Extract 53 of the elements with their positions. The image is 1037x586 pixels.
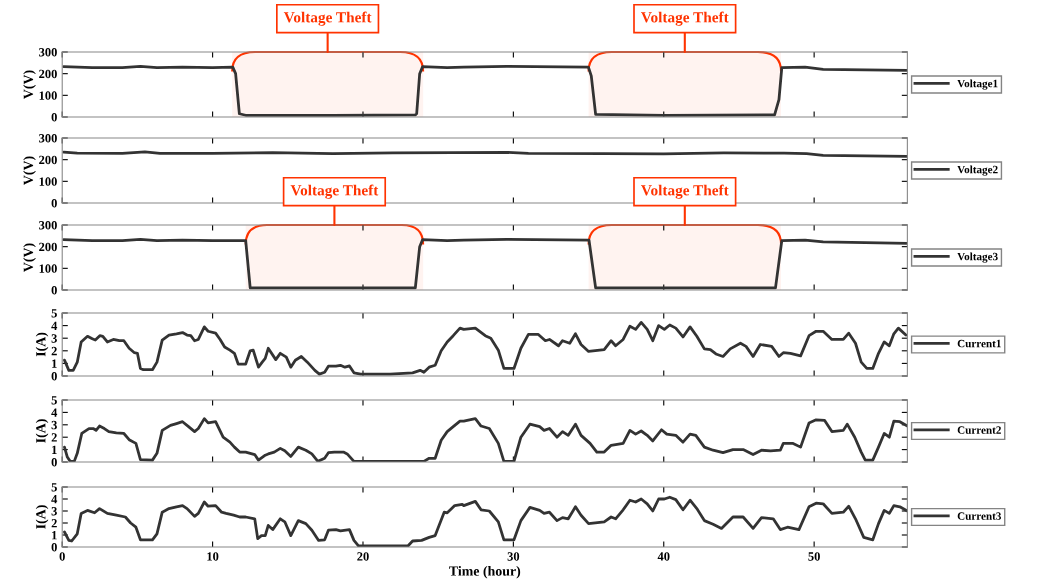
y-tick-label: 0	[51, 113, 57, 122]
band-label: Voltage Theft	[641, 184, 729, 199]
y-tick-label: 200	[39, 69, 57, 79]
y-tick-label: 1	[52, 445, 57, 454]
y-tick-label: 5	[51, 396, 57, 405]
y-tick-label: 4	[51, 408, 58, 417]
legend-label: Voltage3	[957, 252, 998, 263]
y-tick-label: 200	[39, 242, 57, 252]
y-axis-title: V(V)	[23, 70, 36, 99]
y-tick-label: 100	[39, 264, 57, 273]
x-tick-label: 50	[808, 552, 820, 561]
y-tick-label: 4	[51, 495, 58, 504]
x-tick-label: 30	[507, 552, 520, 561]
y-axis-title: I(A)	[35, 332, 49, 357]
y-tick-label: 200	[39, 155, 57, 165]
y-tick-label: 3	[51, 334, 57, 343]
band-label: Voltage Theft	[290, 184, 379, 199]
y-tick-label: 0	[51, 458, 57, 467]
y-tick-label: 5	[51, 483, 57, 492]
y-tick-label: 3	[51, 420, 57, 430]
y-tick-label: 3	[51, 507, 57, 516]
y-tick-label: 2	[51, 346, 57, 356]
y-tick-label: 2	[51, 433, 57, 442]
y-tick-label: 1	[52, 359, 57, 368]
y-axis-title: I(A)	[35, 419, 49, 443]
y-tick-label: 100	[39, 177, 57, 186]
y-tick-label: 300	[39, 48, 57, 57]
y-tick-label: 300	[39, 134, 57, 143]
band-label: Voltage Theft	[283, 11, 372, 26]
band-label: Voltage Theft	[641, 11, 729, 26]
legend-label: Voltage1	[957, 79, 998, 90]
y-axis-title: I(A)	[35, 505, 49, 529]
text: Current1	[957, 339, 1001, 348]
legend-label: Current2	[957, 426, 1001, 434]
y-tick-label: 0	[51, 372, 57, 381]
y-tick-label: 300	[39, 221, 57, 230]
x-tick-label: 40	[657, 552, 670, 561]
y-tick-label: 2	[51, 519, 57, 528]
y-axis-title: V(V)	[23, 243, 36, 272]
y-tick-label: 0	[51, 543, 57, 552]
x-tick-label: 0	[59, 552, 65, 561]
x-tick-label: 10	[207, 552, 219, 561]
y-tick-label: 1	[52, 531, 57, 540]
x-axis-title: Time (hour)	[449, 565, 521, 579]
y-tick-label: 0	[51, 286, 57, 295]
y-tick-label: 5	[51, 309, 57, 318]
y-tick-label: 0	[51, 199, 57, 208]
text: Voltage2	[957, 165, 998, 176]
text: Current3	[957, 512, 1002, 520]
y-axis-title: V(V)	[23, 156, 36, 185]
y-tick-label: 100	[39, 91, 57, 100]
x-tick-label: 20	[357, 552, 369, 561]
y-tick-label: 4	[51, 321, 58, 330]
